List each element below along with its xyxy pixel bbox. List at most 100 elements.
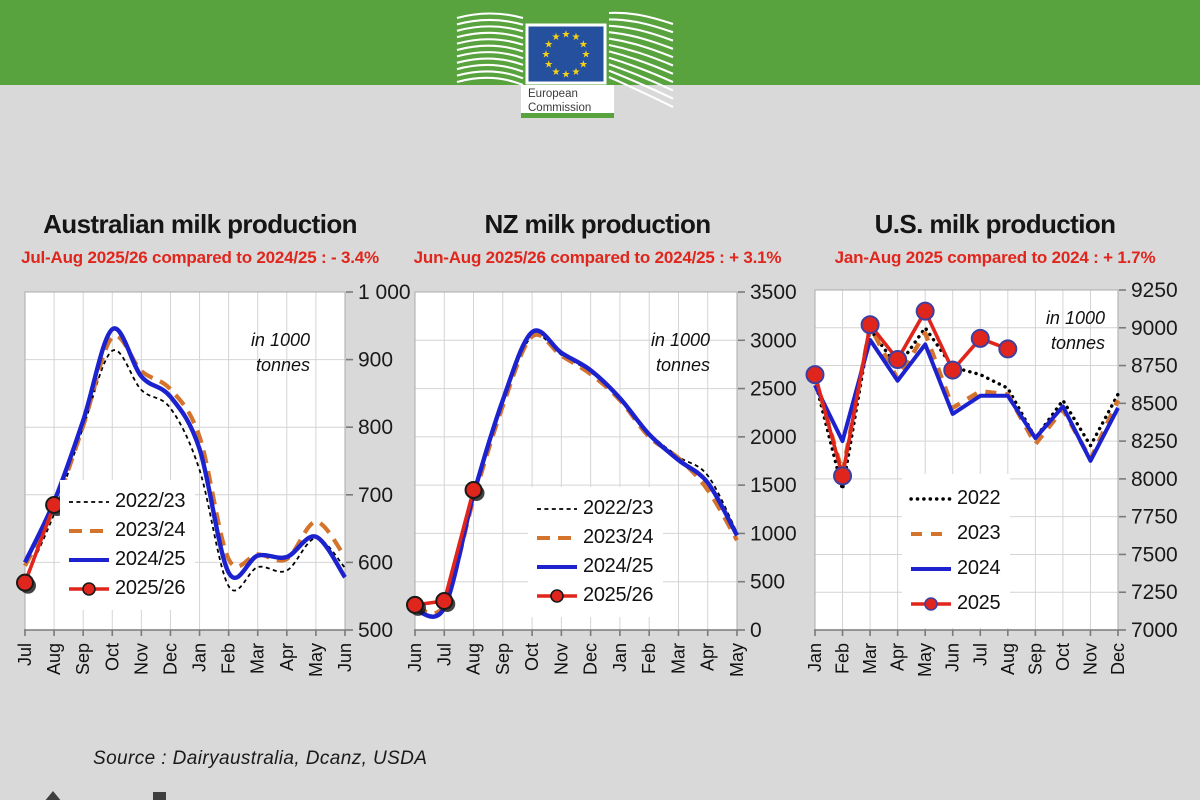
legend-sample — [536, 559, 578, 575]
x-tick-label: Jan — [190, 643, 210, 672]
x-tick-label: May — [306, 643, 326, 677]
x-tick-label: Feb — [219, 643, 239, 674]
svg-text:★: ★ — [542, 50, 551, 61]
y-tick-label: 9250 — [1131, 279, 1178, 302]
x-tick-label: Sep — [73, 643, 93, 675]
chart-legend: 2022 2023 2024 2025 — [902, 474, 1011, 628]
data-point-marker — [464, 480, 483, 499]
x-tick-label: Feb — [833, 643, 853, 674]
ec-logo-caption-line1: European — [528, 88, 578, 100]
legend-sample-line — [911, 566, 951, 571]
series-line — [813, 326, 1120, 492]
y-tick-label: 0 — [750, 619, 762, 642]
legend-sample — [536, 530, 578, 546]
x-tick-label: Jun — [405, 643, 425, 672]
legend-label: 2025/26 — [583, 584, 654, 606]
x-axis-labels: Jul Aug Sep Oct Nov Dec Jan Feb Mar Apr May Jun — [15, 643, 355, 677]
x-tick-label: Aug — [464, 643, 484, 675]
data-point-marker — [943, 360, 963, 380]
y-tick-label: 600 — [358, 551, 393, 574]
series-2022-23 — [24, 349, 346, 592]
eu-flag-stars: ★ ★★★★★★★★★★★ — [542, 30, 591, 81]
chart-new-zealand: NZ milk production Jun-Aug 2025/26 compa… — [400, 195, 797, 800]
y-tick-label: 700 — [358, 484, 393, 507]
y-tick-label: 1000 — [750, 522, 797, 545]
legend-row: 2024/25 — [536, 552, 654, 581]
x-tick-label: Jun — [943, 643, 963, 672]
legend-sample-line — [537, 588, 577, 603]
x-tick-label: Aug — [998, 643, 1018, 675]
legend-sample — [536, 501, 578, 517]
legend-label: 2023 — [957, 522, 1001, 544]
x-tick-label: Jul — [970, 643, 990, 666]
legend-sample-marker — [924, 596, 938, 611]
svg-text:★: ★ — [579, 40, 588, 51]
x-tick-label: Nov — [131, 643, 151, 675]
data-point-marker — [915, 301, 935, 321]
legend-sample — [68, 494, 110, 510]
legend-sample-line — [911, 596, 951, 611]
legend-row: 2025 — [910, 586, 1001, 621]
ec-header-band: ★ ★ ★ ★ ★ ★ ★ ★ ★ ★ ★ ★ — [0, 0, 1200, 108]
y-axis-labels: 3500 3000 2500 2000 1500 1000 500 0 — [750, 281, 797, 642]
series-line — [24, 349, 346, 592]
legend-row: 2025/26 — [536, 581, 654, 610]
x-axis-labels: Jun Jul Aug Sep Oct Nov Dec Jan Feb Mar Apr May — [405, 643, 747, 677]
source-note: Source : Dairyaustralia, Dcanz, USDA — [93, 748, 428, 769]
chart-subtitle: Jun-Aug 2025/26 compared to 2024/25 : + … — [413, 248, 782, 267]
x-tick-label: Apr — [888, 643, 908, 671]
legend-label: 2025/26 — [115, 577, 186, 599]
legend-sample — [910, 596, 952, 612]
legend-sample-line — [69, 557, 109, 562]
y-tick-label: 8000 — [1131, 468, 1178, 491]
chart-title: Australian milk production — [43, 209, 357, 239]
eu-flag-icon — [525, 23, 607, 85]
series-2025 — [805, 301, 1018, 486]
data-point-marker — [888, 350, 908, 370]
x-tick-label: Dec — [1108, 643, 1128, 675]
data-point-marker — [998, 339, 1018, 359]
legend-label: 2022 — [957, 487, 1001, 509]
legend-label: 2023/24 — [115, 519, 186, 541]
legend-sample-line — [69, 528, 109, 533]
y-tick-label: 7250 — [1131, 581, 1178, 604]
y-tick-label: 800 — [358, 416, 393, 439]
chart-legend: 2022/23 2023/24 2024/25 2025/26 — [528, 487, 664, 617]
series-line — [23, 326, 347, 580]
y-tick-label: 1 000 — [358, 281, 411, 304]
axis-ticks — [814, 289, 1126, 636]
y-tick-label: 900 — [358, 349, 393, 372]
legend-sample-marker — [550, 588, 564, 603]
chart-australia: Australian milk production Jul-Aug 2025/… — [0, 195, 411, 800]
x-tick-label: Mar — [668, 643, 688, 674]
legend-sample-marker — [82, 581, 96, 596]
y-tick-label: 8250 — [1131, 430, 1178, 453]
axis-ticks — [24, 291, 353, 636]
x-tick-label: Sep — [1025, 643, 1045, 675]
legend-sample — [910, 561, 952, 577]
y-tick-label: 500 — [358, 619, 393, 642]
data-point-marker — [406, 595, 424, 614]
svg-text:★: ★ — [562, 70, 571, 81]
data-point-marker — [435, 592, 454, 611]
y-tick-label: 7500 — [1131, 543, 1178, 566]
legend-sample — [68, 581, 110, 597]
x-tick-label: Apr — [698, 643, 718, 671]
y-tick-label: 2500 — [750, 378, 797, 401]
x-tick-label: Dec — [581, 643, 601, 675]
y-axis-labels: 9250 9000 8750 8500 8250 8000 7750 7500 7250 7000 — [1131, 279, 1178, 642]
legend-sample-line — [537, 507, 577, 510]
legend-sample — [909, 491, 953, 507]
unit-note: in 1000 tonnes — [650, 330, 710, 376]
svg-text:★: ★ — [579, 60, 588, 71]
svg-text:★: ★ — [562, 30, 571, 41]
x-tick-label: Jul — [434, 643, 454, 666]
ec-logo-caption: European Commission — [521, 85, 614, 118]
chart-us: U.S. milk production Jan-Aug 2025 compar… — [790, 195, 1200, 800]
y-tick-label: 500 — [750, 571, 785, 594]
x-tick-label: May — [727, 643, 747, 677]
chart-title: NZ milk production — [484, 209, 711, 239]
legend-sample-line — [537, 535, 577, 540]
legend-sample-line — [69, 581, 109, 596]
unit-note: in 1000 tonnes — [250, 330, 310, 376]
